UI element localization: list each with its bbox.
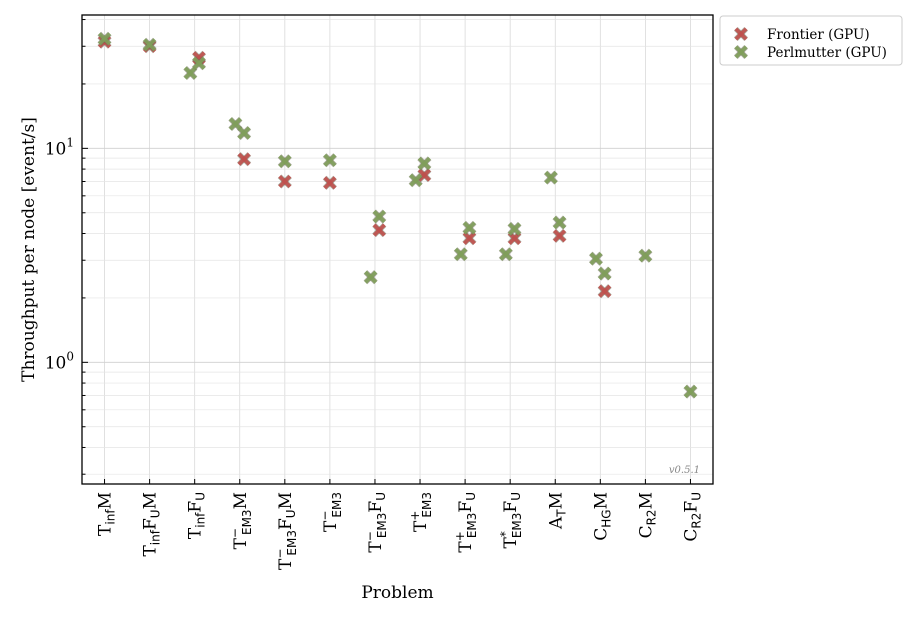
frontier-point: [237, 152, 252, 167]
frontier-point: [277, 174, 292, 189]
svg-text:CR2M: CR2M: [636, 492, 658, 538]
perlmutter-point: [228, 116, 243, 132]
perlmutter-point: [507, 221, 522, 237]
grid: [82, 15, 713, 484]
plot-frame: [81, 14, 714, 485]
perlmutter-point: [408, 173, 423, 188]
x-tick-label: CR2FU: [681, 492, 703, 542]
y-tick-label: 101: [45, 135, 74, 159]
perlmutter-point: [498, 247, 513, 262]
version-label: v0.5.1: [669, 465, 700, 476]
perlmutter-point: [237, 125, 252, 141]
perlmutter-point: [183, 65, 198, 81]
x-tick-label: T+EM3FU: [453, 492, 479, 553]
frontier-point: [597, 284, 612, 299]
x-tick-label: TinfFU: [186, 492, 208, 539]
perlmutter-point: [543, 170, 558, 185]
y-tick-labels: 100 101: [45, 135, 74, 373]
y-tick-label: 100: [45, 349, 74, 373]
x-tick-label: T−EM3FUM: [273, 492, 299, 570]
perlmutter-point: [97, 31, 112, 46]
perlmutter-point: [191, 56, 207, 71]
svg-text:ATM: ATM: [546, 492, 568, 530]
legend-entry: Perlmutter (GPU): [767, 45, 887, 61]
x-tick-label: T+EM3: [408, 492, 434, 532]
svg-text:TinfM: TinfM: [96, 492, 118, 536]
svg-text:CHGM: CHGM: [591, 492, 613, 541]
perlmutter-point: [588, 251, 604, 266]
axis-ticks: [82, 19, 691, 484]
legend-box: [719, 15, 903, 66]
legend-marker: [733, 44, 749, 60]
x-tick-label: T−EM3FU: [363, 492, 389, 553]
frontier-point: [552, 228, 567, 243]
svg-text:TinfFUM: TinfFUM: [141, 492, 163, 557]
y-axis-label: Throughput per node [event/s]: [19, 117, 39, 382]
x-tick-label: CHGM: [591, 492, 613, 541]
x-tick-label: T*EM3FU: [498, 492, 524, 549]
perlmutter-point: [363, 270, 378, 285]
perlmutter-point: [277, 154, 292, 169]
perlmutter-point: [417, 156, 432, 171]
perlmutter-point: [322, 153, 337, 168]
perlmutter-point: [372, 209, 387, 224]
svg-text:T−EM3FUM: T−EM3FUM: [273, 492, 299, 570]
svg-text:T−EM3FU: T−EM3FU: [363, 492, 389, 553]
frontier-point: [372, 223, 387, 238]
perlmutter-point: [683, 384, 698, 399]
svg-text:CR2FU: CR2FU: [681, 492, 703, 542]
legend-marker: [733, 26, 749, 42]
legend: Frontier (GPU) Perlmutter (GPU): [719, 15, 903, 66]
legend-entry: Frontier (GPU): [767, 27, 870, 43]
data-points: [97, 31, 698, 399]
perlmutter-point: [638, 248, 653, 263]
svg-text:T−EM3M: T−EM3M: [228, 492, 254, 549]
x-axis-label: Problem: [361, 583, 433, 603]
svg-text:TinfFU: TinfFU: [186, 492, 208, 539]
svg-text:T*EM3FU: T*EM3FU: [498, 492, 524, 549]
frontier-point: [322, 175, 337, 190]
x-tick-label: T−EM3M: [228, 492, 254, 549]
svg-text:T+EM3FU: T+EM3FU: [453, 492, 479, 553]
x-tick-label: TinfM: [96, 492, 118, 536]
frontier-point: [462, 231, 477, 246]
x-tick-labels: TinfM TinfFUM TinfFU T−EM3M T−EM3FUM T−EM3 T−E…: [96, 492, 704, 570]
perlmutter-point: [552, 215, 567, 230]
perlmutter-point: [462, 220, 477, 235]
perlmutter-point: [453, 247, 468, 262]
svg-text:T−EM3: T−EM3: [318, 492, 344, 532]
x-tick-label: TinfFUM: [141, 492, 163, 557]
perlmutter-point: [142, 37, 157, 52]
x-tick-label: CR2M: [636, 492, 658, 538]
x-tick-label: ATM: [546, 492, 568, 530]
svg-text:T+EM3: T+EM3: [408, 492, 434, 532]
perlmutter-point: [597, 266, 612, 281]
x-tick-label: T−EM3: [318, 492, 344, 532]
